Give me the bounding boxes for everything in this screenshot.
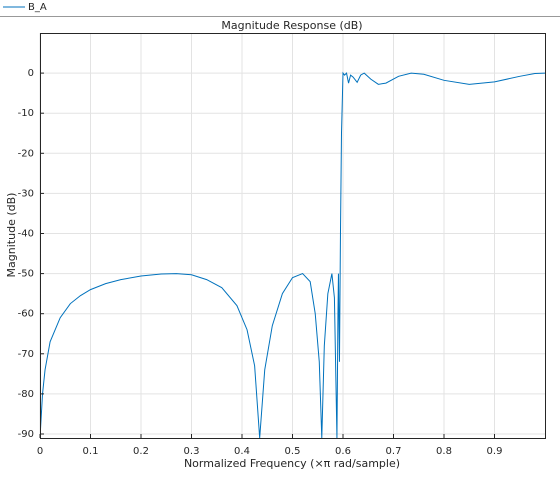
y-tick-label: -40 [18,228,34,239]
y-tick-label: -10 [18,108,34,119]
y-tick-label: -80 [18,389,34,400]
y-tick-label: -70 [18,349,34,360]
legend-bar [0,0,560,16]
x-axis-label: Normalized Frequency (×π rad/sample) [184,457,400,470]
x-tick-label: 0.3 [184,446,200,457]
y-tick-label: -30 [18,188,34,199]
x-tick-label: 0.8 [436,446,452,457]
x-tick-label: 0.4 [234,446,250,457]
x-tick-label: 0.2 [133,446,149,457]
y-tick-label: 0 [28,68,34,79]
x-tick-label: 0.9 [487,446,503,457]
y-tick-label: -60 [18,309,34,320]
y-tick-label: -90 [18,429,34,440]
x-tick-label: 0 [37,446,43,457]
y-tick-label: -20 [18,148,34,159]
x-tick-label: 0.7 [386,446,402,457]
x-tick-label: 0.6 [335,446,351,457]
series-line [40,71,545,438]
x-tick-label: 0.1 [83,446,99,457]
x-tick-label: 0.5 [285,446,301,457]
chart-title: Magnitude Response (dB) [221,19,362,32]
y-axis-label: Magnitude (dB) [5,193,18,278]
legend-label: B_A [28,2,47,13]
plot-frame [40,33,546,439]
y-tick-label: -50 [18,269,34,280]
